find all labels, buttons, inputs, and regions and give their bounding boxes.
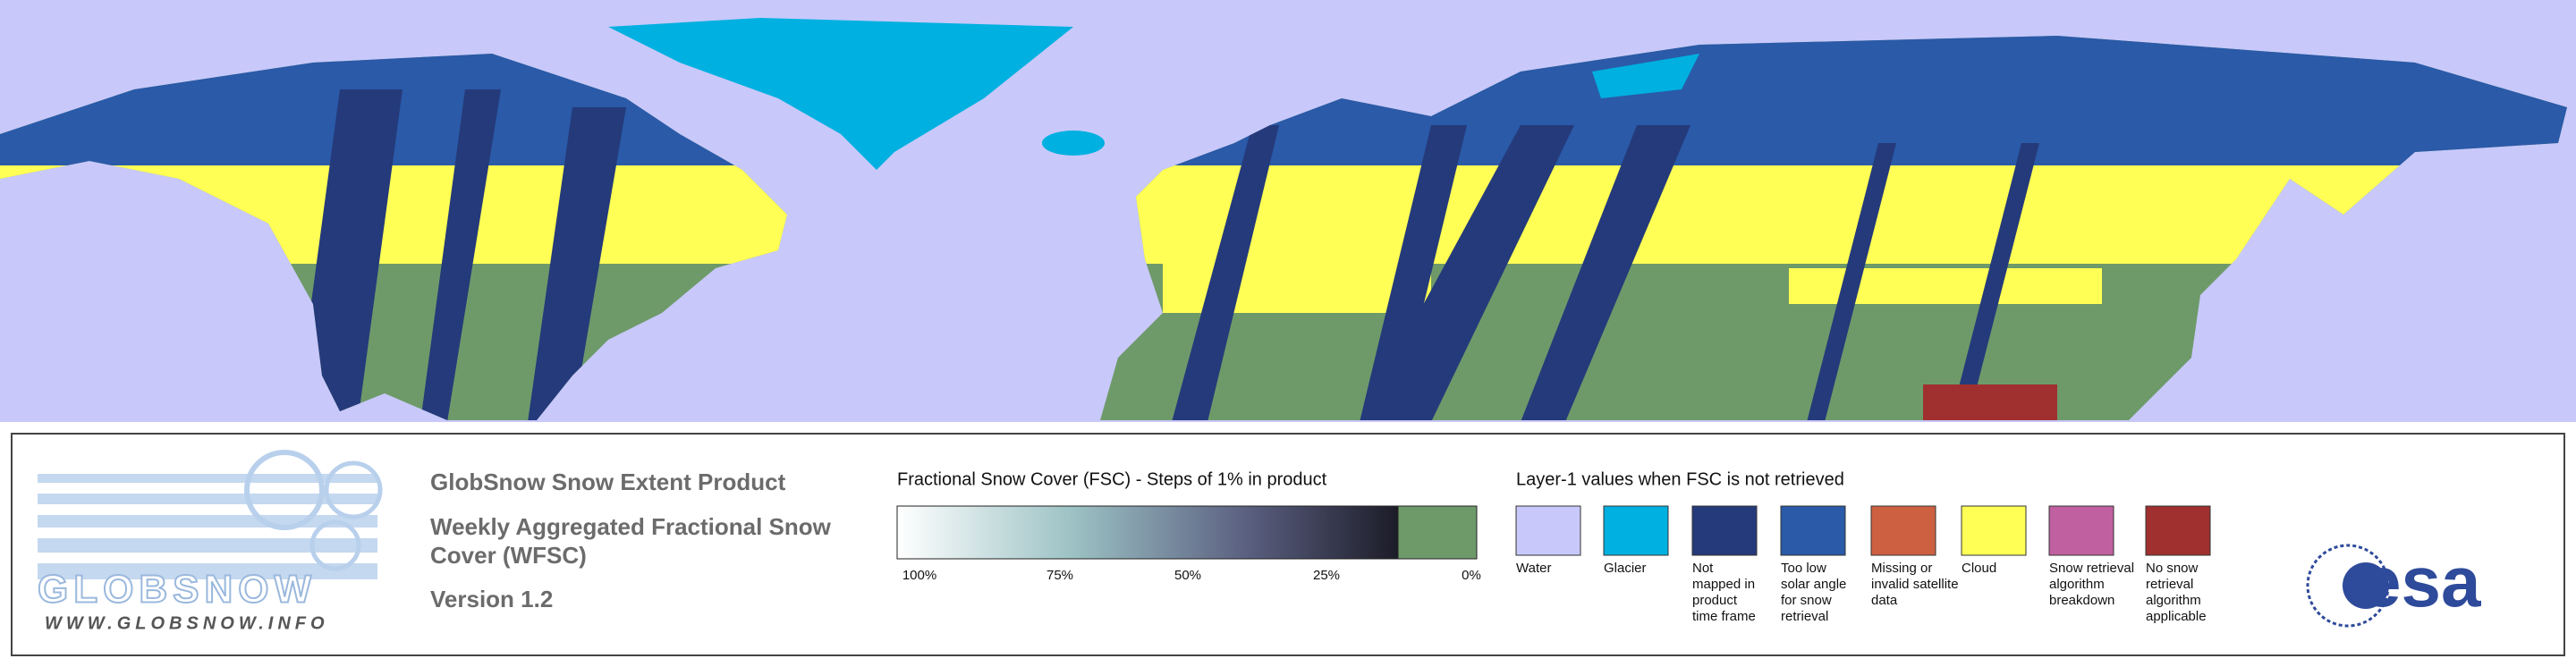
legend-label: No snow: [2146, 561, 2199, 576]
iceland: [1042, 131, 1105, 156]
legend-swatch: [2145, 505, 2211, 556]
legend-swatch: [2048, 505, 2114, 556]
legend-label: product: [1692, 593, 1738, 608]
product-title: GlobSnow Snow Extent Product: [430, 469, 786, 495]
fsc-title: Fractional Snow Cover (FSC) - Steps of 1…: [897, 469, 1327, 489]
logo-url: WWW.GLOBSNOW.INFO: [45, 613, 329, 633]
fsc-tick-label: 25%: [1313, 568, 1340, 583]
land: [0, 36, 2567, 420]
legend-label: invalid satellite: [1871, 577, 1959, 592]
fsc-tick-label: 50%: [1174, 568, 1201, 583]
legend-label: solar angle: [1781, 577, 1846, 592]
legend-label: retrieval: [2146, 577, 2193, 592]
fsc-colorbar: [896, 505, 1399, 560]
svalbard: [1592, 54, 1699, 98]
legend-swatch: [1603, 505, 1669, 556]
legend-swatch: [1691, 505, 1758, 556]
legend-label: Glacier: [1604, 561, 1647, 576]
map: [0, 0, 2576, 422]
greenland: [608, 18, 1073, 170]
legend-label: retrieval: [1781, 609, 1828, 624]
legend-label: algorithm: [2049, 577, 2105, 592]
legend-label: time frame: [1692, 609, 1756, 624]
legend-label: data: [1871, 593, 1898, 608]
legend-label: Too low: [1781, 561, 1826, 576]
product-subtitle: Weekly Aggregated Fractional Snow: [430, 513, 832, 540]
layer1-title: Layer-1 values when FSC is not retrieved: [1516, 469, 1844, 489]
legend-swatch: [1515, 505, 1581, 556]
legend-label: Cloud: [1962, 561, 1996, 576]
globsnow-logo: GLOBSNOW WWW.GLOBSNOW.INFO: [37, 450, 383, 633]
legend-label: breakdown: [2049, 593, 2114, 608]
legend-label: Snow retrieval: [2049, 561, 2134, 576]
legend-swatch: [1780, 505, 1846, 556]
legend-label: Missing or: [1871, 561, 1932, 576]
legend-swatch: [1870, 505, 1936, 556]
legend-label: Not: [1692, 561, 1714, 576]
fsc-tick-label: 100%: [902, 568, 936, 583]
legend-label: mapped in: [1692, 577, 1755, 592]
legend-label: Water: [1516, 561, 1551, 576]
product-subtitle: Cover (WFSC): [430, 542, 587, 569]
fsc-tick-label: 75%: [1046, 568, 1073, 583]
product-version: Version 1.2: [430, 586, 553, 612]
legend-swatch: [1961, 505, 2027, 556]
legend-label: for snow: [1781, 593, 1832, 608]
fsc-zero: [1397, 505, 1478, 560]
legend-label: algorithm: [2146, 593, 2201, 608]
legend-label: applicable: [2146, 609, 2207, 624]
esa-logo: esa: [2306, 542, 2481, 628]
esa-text: esa: [2361, 542, 2481, 621]
fsc-tick-label: 0%: [1462, 568, 1481, 583]
logo-name: GLOBSNOW: [38, 568, 317, 612]
